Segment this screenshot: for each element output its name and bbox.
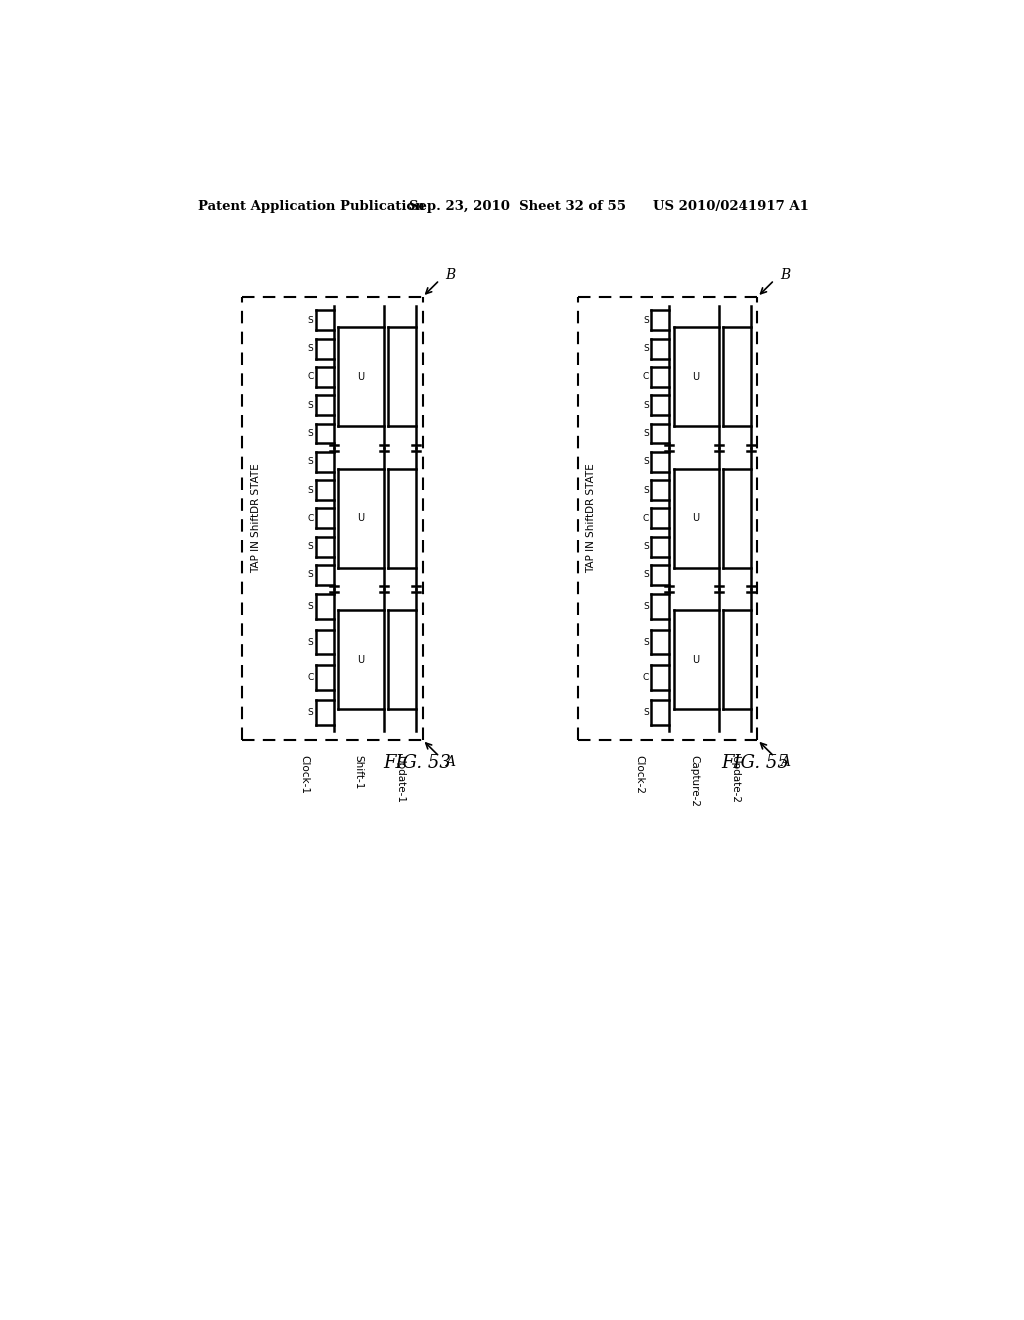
Text: B: B <box>779 268 791 281</box>
Text: A: A <box>779 755 790 770</box>
Text: S: S <box>307 401 313 409</box>
Text: S: S <box>643 570 648 579</box>
Text: U: U <box>692 655 699 665</box>
Text: C: C <box>307 513 313 523</box>
Text: S: S <box>643 457 648 466</box>
Text: FIG. 55: FIG. 55 <box>721 754 788 772</box>
Text: C: C <box>642 372 648 381</box>
Text: S: S <box>643 429 648 438</box>
Text: S: S <box>307 638 313 647</box>
Text: U: U <box>357 513 365 523</box>
Text: S: S <box>643 638 648 647</box>
Text: U: U <box>692 372 699 381</box>
Text: Shift-1: Shift-1 <box>354 755 364 789</box>
Text: S: S <box>643 602 648 611</box>
Text: Sep. 23, 2010  Sheet 32 of 55: Sep. 23, 2010 Sheet 32 of 55 <box>410 199 627 213</box>
Text: C: C <box>642 673 648 682</box>
Text: C: C <box>642 513 648 523</box>
Text: S: S <box>307 570 313 579</box>
Text: S: S <box>307 457 313 466</box>
Text: US 2010/0241917 A1: US 2010/0241917 A1 <box>653 199 809 213</box>
Text: Clock-1: Clock-1 <box>299 755 309 795</box>
Text: Update-2: Update-2 <box>730 755 740 803</box>
Text: Update-1: Update-1 <box>395 755 404 803</box>
Text: S: S <box>643 709 648 717</box>
Text: TAP IN ShiftDR STATE: TAP IN ShiftDR STATE <box>587 463 596 573</box>
Text: Capture-2: Capture-2 <box>689 755 699 807</box>
Text: S: S <box>643 315 648 325</box>
Text: TAP IN ShiftDR STATE: TAP IN ShiftDR STATE <box>251 463 261 573</box>
Text: S: S <box>307 345 313 354</box>
Text: S: S <box>643 401 648 409</box>
Text: FIG. 53: FIG. 53 <box>384 754 452 772</box>
Text: S: S <box>307 486 313 495</box>
Text: C: C <box>307 673 313 682</box>
Text: U: U <box>692 513 699 523</box>
Text: S: S <box>307 543 313 552</box>
Text: S: S <box>643 486 648 495</box>
Text: S: S <box>307 315 313 325</box>
Text: Clock-2: Clock-2 <box>635 755 645 795</box>
Text: B: B <box>445 268 456 281</box>
Text: S: S <box>643 543 648 552</box>
Text: U: U <box>357 372 365 381</box>
Text: S: S <box>307 429 313 438</box>
Text: S: S <box>643 345 648 354</box>
Text: U: U <box>357 655 365 665</box>
Text: Patent Application Publication: Patent Application Publication <box>198 199 425 213</box>
Text: A: A <box>445 755 455 770</box>
Text: S: S <box>307 709 313 717</box>
Text: C: C <box>307 372 313 381</box>
Text: S: S <box>307 602 313 611</box>
